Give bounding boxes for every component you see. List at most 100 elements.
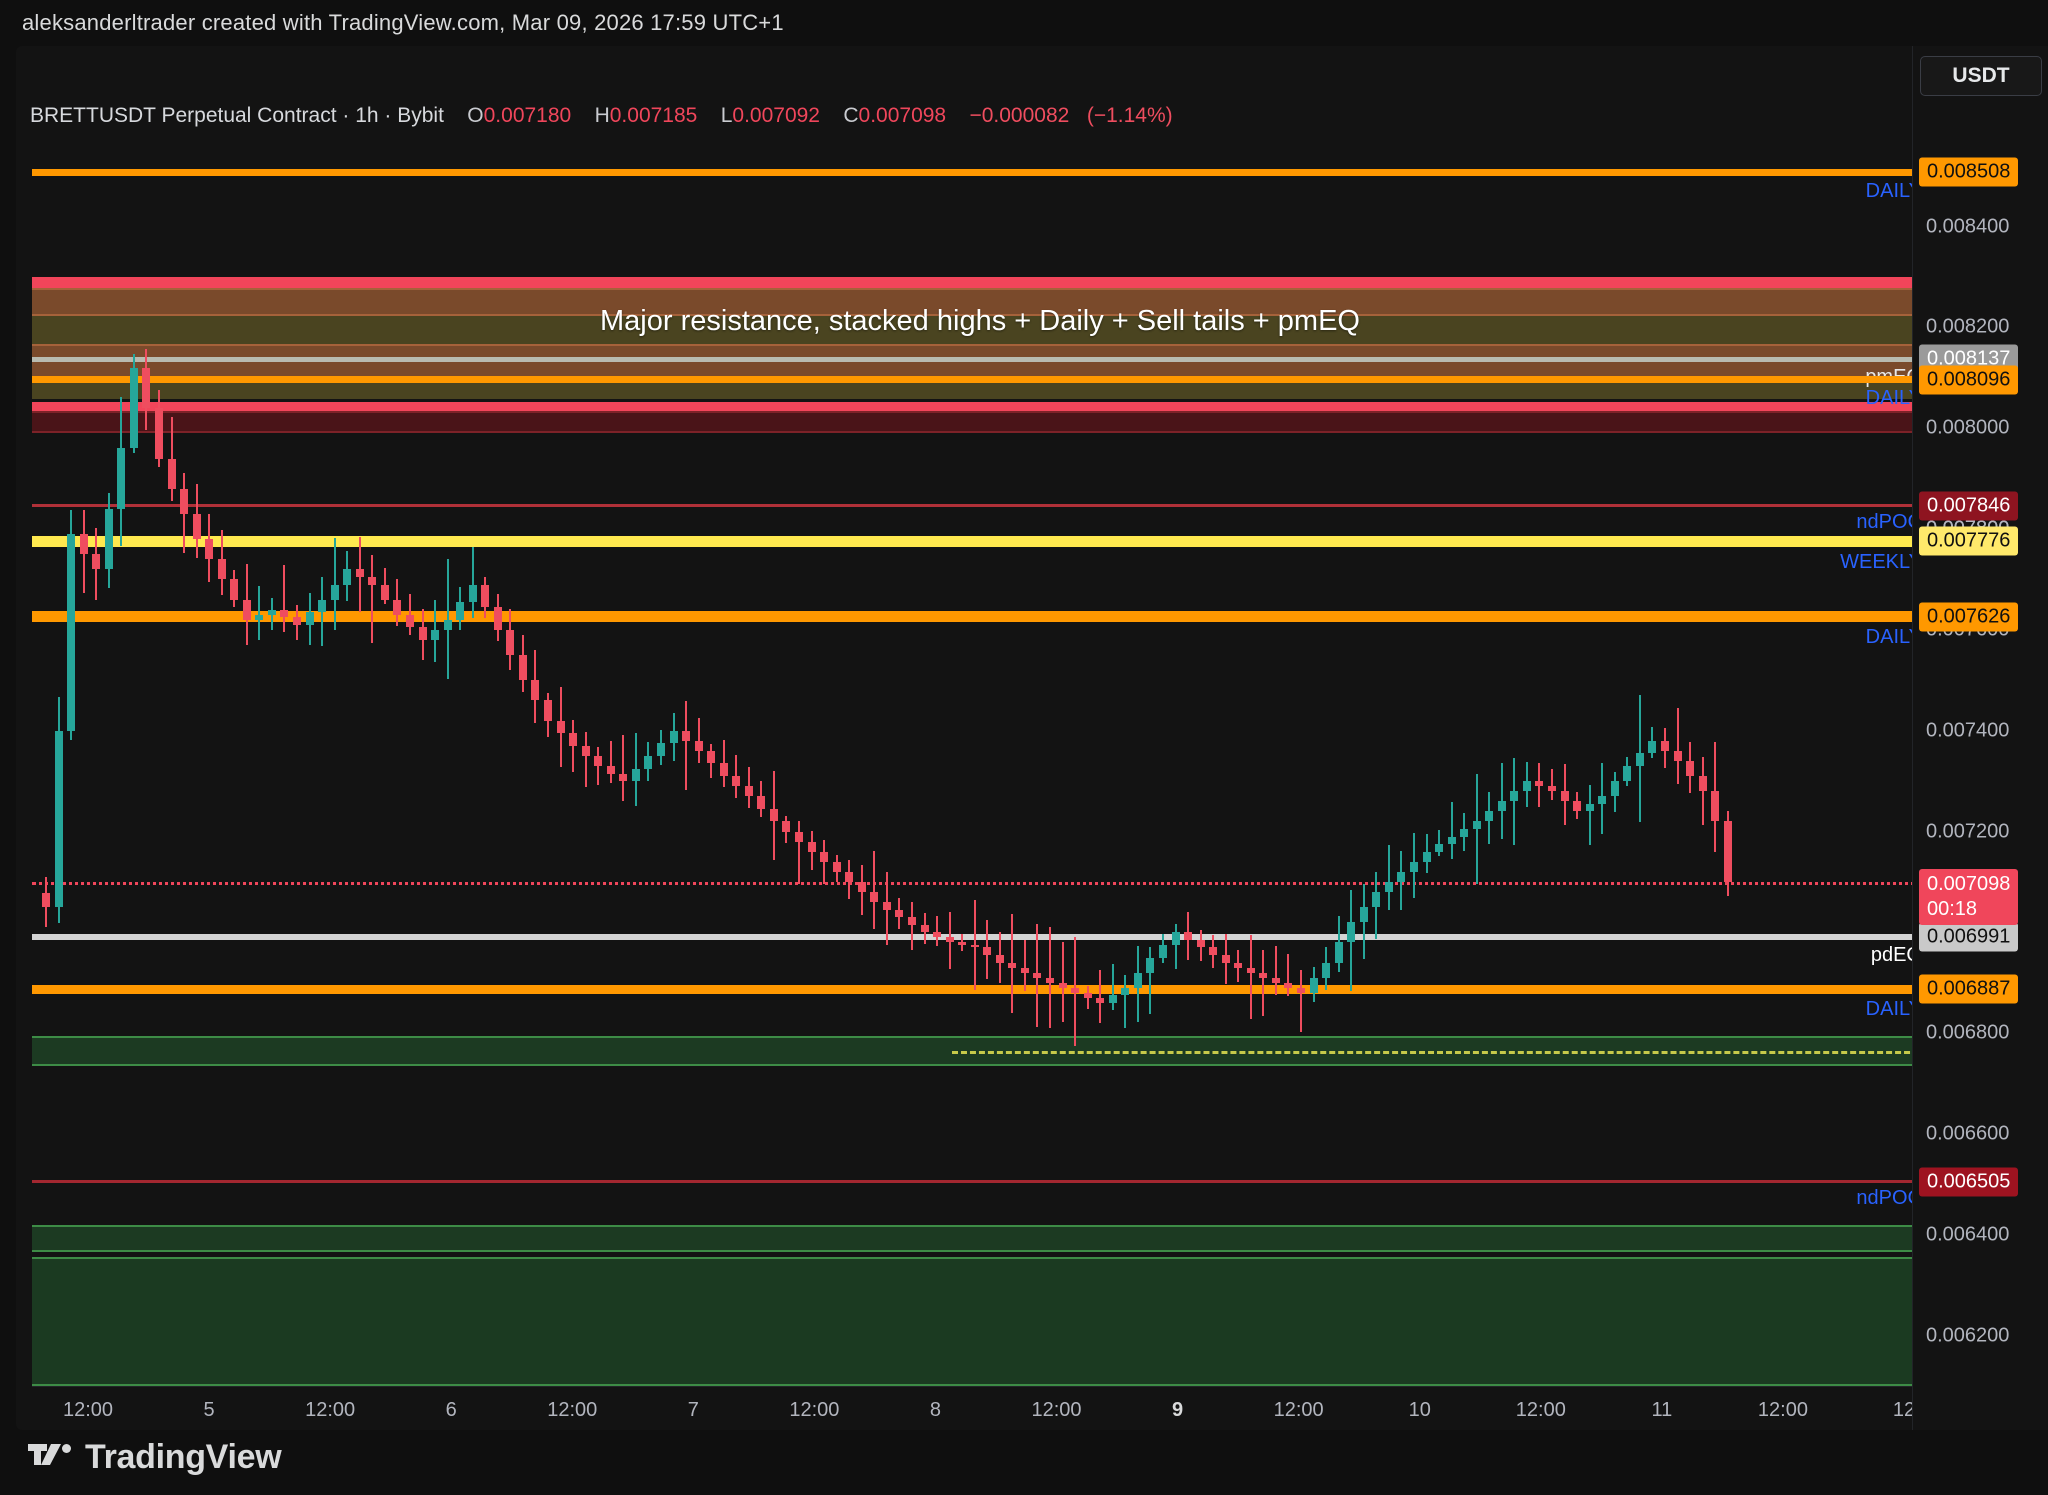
candle-body xyxy=(1384,881,1393,892)
candle-body xyxy=(180,488,189,514)
currency-badge[interactable]: USDT xyxy=(1920,56,2042,96)
price-tag-daily-high[interactable]: 0.008508 xyxy=(1919,157,2019,187)
price-tag-ndpoc-upper[interactable]: 0.007846 xyxy=(1919,491,2019,521)
level-line-daily-low[interactable] xyxy=(32,984,1928,994)
candle-wick xyxy=(910,901,913,951)
candle-body xyxy=(368,576,377,585)
legend-symbol[interactable]: BRETTUSDT Perpetual Contract · 1h · Bybi… xyxy=(30,104,444,127)
candle-wick xyxy=(1023,939,1026,991)
price-tag-weekly[interactable]: 0.007776 xyxy=(1919,526,2019,556)
candle-wick xyxy=(1124,975,1127,1029)
level-line-daily-high[interactable] xyxy=(32,168,1928,176)
candle-body xyxy=(1297,987,1305,993)
candle-body xyxy=(318,599,327,613)
candle-body xyxy=(1246,967,1255,973)
candle-body xyxy=(79,534,88,555)
price-tag-daily-low[interactable]: 0.006887 xyxy=(1919,974,2019,1004)
annotation-text: Major resistance, stacked highs + Daily … xyxy=(600,304,1360,337)
last-price-tag[interactable]: 0.007098 00:18 xyxy=(1919,868,2019,925)
time-tick: 12:00 xyxy=(1031,1399,1082,1421)
candle-body xyxy=(1259,972,1268,978)
candle-body xyxy=(958,942,967,945)
candle-body xyxy=(606,766,615,774)
candle-body xyxy=(1284,982,1293,988)
price-tag-pdeq[interactable]: 0.006991 xyxy=(1919,922,2019,952)
candle-body xyxy=(845,871,854,882)
candle-body xyxy=(569,733,578,746)
candle-body xyxy=(1660,740,1669,751)
zone-support-zone-lower xyxy=(32,1224,1928,1253)
candle-body xyxy=(895,909,904,918)
price-tag-daily-mid[interactable]: 0.007626 xyxy=(1919,602,2019,632)
candle-wick xyxy=(1174,923,1177,969)
candle-body xyxy=(154,408,163,459)
candle-body xyxy=(1008,962,1017,968)
level-line-pdeq[interactable] xyxy=(32,933,1928,940)
candle-body xyxy=(757,796,766,809)
zone-support-zone-main xyxy=(32,1257,1928,1386)
candle-body xyxy=(129,367,138,449)
candle-body xyxy=(1686,760,1695,777)
candle-body xyxy=(42,892,50,908)
time-tick: 11 xyxy=(1651,1399,1673,1421)
candle-body xyxy=(1309,977,1318,993)
candle-body xyxy=(1548,786,1556,792)
candle-body xyxy=(970,944,979,948)
candle-wick xyxy=(1149,946,1152,1015)
candle-body xyxy=(1447,836,1456,845)
candle-body xyxy=(1146,957,1155,973)
candle-body xyxy=(1535,781,1544,787)
candle-wick xyxy=(961,933,964,952)
candle-body xyxy=(945,937,954,943)
chart-container[interactable]: BRETTUSDT Perpetual Contract · 1h · Bybi… xyxy=(16,46,2032,1430)
candle-wick xyxy=(584,732,587,788)
candle-body xyxy=(1334,942,1343,963)
candle-body xyxy=(481,584,490,608)
level-line-daily-mid[interactable] xyxy=(32,611,1928,623)
level-line-pmeq[interactable] xyxy=(32,356,1928,362)
candle-body xyxy=(431,629,440,640)
candle-body xyxy=(255,614,264,620)
zone-resistance-band-darkred xyxy=(32,410,1928,434)
candle-body xyxy=(531,680,540,701)
price-tag-ndpoc-lower[interactable]: 0.006505 xyxy=(1919,1167,2019,1197)
watermark-attribution: aleksanderltrader created with TradingVi… xyxy=(22,10,784,35)
chart-plot-area[interactable]: DAILYpmEQDAILYndPOCWEEKLYDAILYpdEQDAILYn… xyxy=(32,146,1928,1386)
candle-body xyxy=(870,892,879,903)
candle-body xyxy=(1372,892,1381,908)
candle-body xyxy=(1158,944,1167,958)
candle-wick xyxy=(697,718,700,763)
candle-body xyxy=(1723,821,1732,882)
candle-body xyxy=(1409,861,1418,872)
candle-body xyxy=(1359,907,1368,923)
candle-wick xyxy=(1249,934,1252,1019)
candle-wick xyxy=(936,915,939,947)
candle-body xyxy=(581,745,590,756)
candle-body xyxy=(807,841,816,852)
candle-body xyxy=(1058,982,1067,988)
level-line-daily-mid-high[interactable] xyxy=(32,376,1928,384)
time-tick: 10 xyxy=(1408,1399,1431,1421)
level-line-ndpoc-upper[interactable] xyxy=(32,504,1928,508)
candle-body xyxy=(493,607,502,630)
candle-body xyxy=(719,763,728,777)
level-line-ndpoc-lower[interactable] xyxy=(32,1180,1928,1184)
zone-resistance-band-brown-1 xyxy=(32,288,1928,317)
candle-body xyxy=(1322,962,1331,978)
price-tag-pmeq[interactable]: 0.008137 xyxy=(1919,344,2019,374)
candle-wick xyxy=(1262,950,1265,1016)
legend-open-value: 0.007180 xyxy=(483,104,572,127)
time-axis[interactable]: 12:00 5 12:00 6 12:00 7 12:00 8 12:00 9 12:00 10 12:… xyxy=(32,1386,1928,1430)
candle-body xyxy=(1108,995,1117,1003)
candle-body xyxy=(1422,851,1431,862)
candle-body xyxy=(242,599,251,620)
price-axis[interactable]: 0.0084000.0082000.0080000.0078000.007600… xyxy=(1912,46,2048,1430)
level-label-daily-low: DAILY xyxy=(1865,997,1922,1020)
candle-body xyxy=(1196,939,1205,948)
candle-body xyxy=(744,786,753,797)
zone-resistance-band-bottom-red xyxy=(32,402,1928,411)
level-line-weekly[interactable] xyxy=(32,535,1928,547)
candle-body xyxy=(217,559,226,580)
price-tag-daily-mid-high[interactable]: 0.008096 xyxy=(1919,365,2019,395)
candle-body xyxy=(393,599,402,615)
